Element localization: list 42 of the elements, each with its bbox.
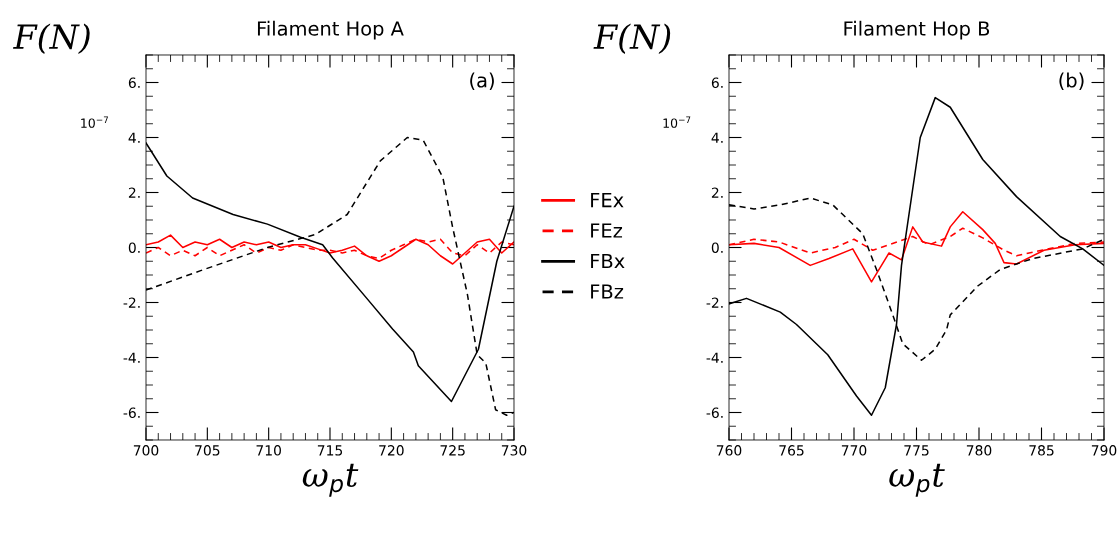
y-tick-label: 2.: [711, 187, 723, 198]
chart-title: Filament Hop A: [257, 20, 404, 40]
x-tick-label: 770: [841, 445, 867, 456]
y-tick-label: -4.: [706, 352, 723, 363]
y-axis-title: F(N): [13, 23, 90, 54]
y-tick-label: 4.: [128, 132, 140, 143]
y-tick-label: 4.: [711, 132, 723, 143]
y-tick-label: 0.: [128, 242, 140, 253]
chart-title: Filament Hop B: [844, 20, 990, 40]
y-tick-label: -2.: [706, 297, 723, 308]
y-tick-label: -6.: [706, 407, 723, 418]
x-tick-label: 730: [501, 445, 527, 456]
y-tick-label: -2.: [123, 297, 140, 308]
legend-label: FEz: [591, 223, 623, 238]
x-tick-label: 705: [195, 445, 220, 456]
y-tick-label: 6.: [128, 77, 140, 88]
x-tick-label: 765: [779, 445, 804, 456]
annotation: (b): [1059, 72, 1084, 90]
x-axis-title: ω$_{p}$t: [889, 463, 945, 497]
x-tick-label: 790: [1091, 445, 1117, 456]
y-axis-title: F(N): [593, 23, 671, 54]
x-tick-label: 780: [966, 445, 992, 456]
text: 10$^{−7}$: [663, 116, 691, 128]
legend-label: FEx: [591, 192, 624, 208]
x-tick-label: 775: [904, 445, 929, 456]
x-tick-label: 715: [317, 445, 343, 456]
x-tick-label: 725: [440, 445, 465, 456]
x-tick-label: 760: [716, 445, 742, 456]
y-tick-label: -6.: [123, 407, 140, 418]
x-tick-label: 720: [379, 445, 404, 456]
legend-label: FBz: [591, 284, 624, 299]
y-tick-label: 6.: [711, 77, 723, 88]
legend-label: FBx: [591, 253, 625, 269]
text: 10$^{−7}$: [81, 116, 108, 128]
x-tick-label: 710: [256, 445, 281, 456]
x-axis-title: ω$_{p}$t: [302, 463, 359, 497]
y-tick-label: 2.: [128, 187, 140, 198]
y-tick-label: 0.: [711, 242, 723, 253]
x-tick-label: 700: [133, 445, 159, 456]
annotation: (a): [470, 72, 494, 90]
x-tick-label: 785: [1029, 445, 1054, 456]
y-tick-label: -4.: [123, 352, 140, 363]
